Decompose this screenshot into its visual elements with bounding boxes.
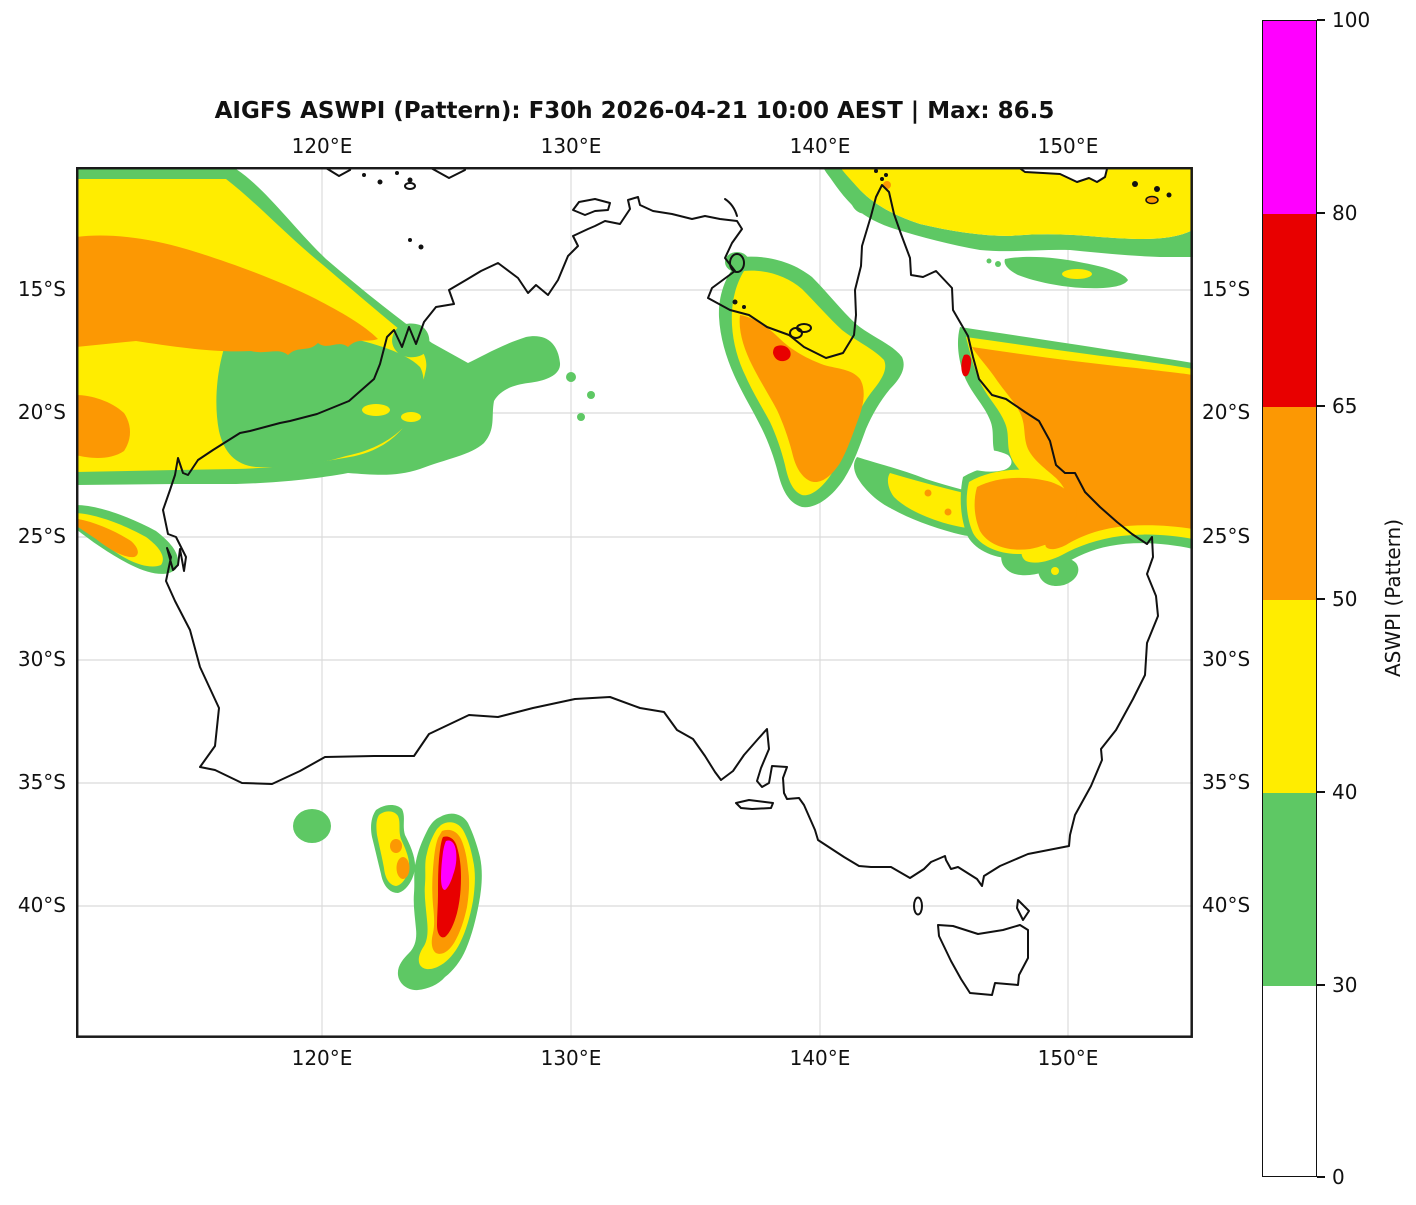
colorbar-segment-65-80	[1263, 214, 1316, 407]
islet-specks	[362, 169, 1172, 309]
bottom-tick-120e: 120°E	[291, 1046, 353, 1070]
contour-region-top-band	[823, 167, 1193, 257]
top-tick-120e: 120°E	[291, 134, 353, 158]
coastline-wessel-islands	[724, 198, 738, 217]
colorbar-segment-30-40	[1263, 793, 1316, 986]
colorbar	[1262, 20, 1317, 1177]
colorbar-tick-40: 40	[1332, 780, 1358, 804]
colorbar-tickmark-0	[1317, 1176, 1325, 1178]
colorbar-segment-80-100	[1263, 21, 1316, 214]
right-tick-15s: 15°S	[1202, 277, 1251, 301]
colorbar-tickmark-40	[1317, 791, 1325, 793]
coastline-king-island	[913, 896, 923, 916]
colorbar-tick-50: 50	[1332, 587, 1358, 611]
coastline-flinders-island	[1016, 899, 1030, 921]
colorbar-tick-30: 30	[1332, 973, 1358, 997]
contour-region-nw-wa	[76, 169, 595, 485]
right-tick-35s: 35°S	[1202, 770, 1251, 794]
coastline-coast-lagoon	[789, 327, 803, 339]
right-tick-20s: 20°S	[1202, 400, 1251, 424]
colorbar-tickmark-100	[1317, 19, 1325, 21]
left-tick-25s: 25°S	[17, 524, 66, 548]
left-tick-35s: 35°S	[17, 770, 66, 794]
bottom-tick-140e: 140°E	[789, 1046, 851, 1070]
left-tick-15s: 15°S	[17, 277, 66, 301]
colorbar-tick-0: 0	[1332, 1165, 1345, 1189]
left-tick-40s: 40°S	[17, 893, 66, 917]
colorbar-tick-100: 100	[1332, 8, 1371, 32]
plot-title: AIGFS ASWPI (Pattern): F30h 2026-04-21 1…	[214, 98, 1055, 124]
colorbar-segment-40-50	[1263, 600, 1316, 793]
contour-region-gulf-country	[718, 256, 904, 508]
contour-region-coral-lens	[986, 256, 1128, 289]
colorbar-axis-label: ASWPI (Pattern)	[1381, 518, 1405, 678]
colorbar-tick-80: 80	[1332, 201, 1358, 225]
map-panel	[76, 167, 1193, 1038]
colorbar-tickmark-30	[1317, 984, 1325, 986]
left-tick-20s: 20°S	[17, 400, 66, 424]
map-frame	[76, 167, 1193, 1038]
contour-map-svg	[76, 167, 1193, 1038]
bottom-tick-150e: 150°E	[1037, 1046, 1099, 1070]
right-tick-25s: 25°S	[1202, 524, 1251, 548]
colorbar-tick-65: 65	[1332, 394, 1358, 418]
right-tick-30s: 30°S	[1202, 647, 1251, 671]
top-tick-130e: 130°E	[540, 134, 602, 158]
contour-region-southern-cells	[293, 804, 482, 991]
colorbar-segment-0-30	[1263, 986, 1316, 1174]
top-tick-140e: 140°E	[789, 134, 851, 158]
contour-region-qld-coast-band	[955, 327, 1193, 586]
colorbar-segment-50-65	[1263, 407, 1316, 600]
coastline-australia	[162, 167, 1172, 996]
colorbar-tickmark-80	[1317, 212, 1325, 214]
contour-region-kimberley-patch	[392, 323, 430, 358]
bottom-tick-130e: 130°E	[540, 1046, 602, 1070]
top-tick-150e: 150°E	[1037, 134, 1099, 158]
right-tick-40s: 40°S	[1202, 893, 1251, 917]
coastline-tasmania	[937, 924, 1029, 996]
colorbar-tickmark-50	[1317, 598, 1325, 600]
coastline-tiwi-islands	[572, 198, 611, 216]
colorbar-tickmark-65	[1317, 405, 1325, 407]
coastline-rote	[404, 182, 416, 190]
contour-region-shark-bay-strip	[76, 505, 178, 574]
coastline-groote-eylandt	[729, 253, 745, 273]
left-tick-30s: 30°S	[17, 647, 66, 671]
coastline-kangaroo-island	[735, 799, 774, 810]
